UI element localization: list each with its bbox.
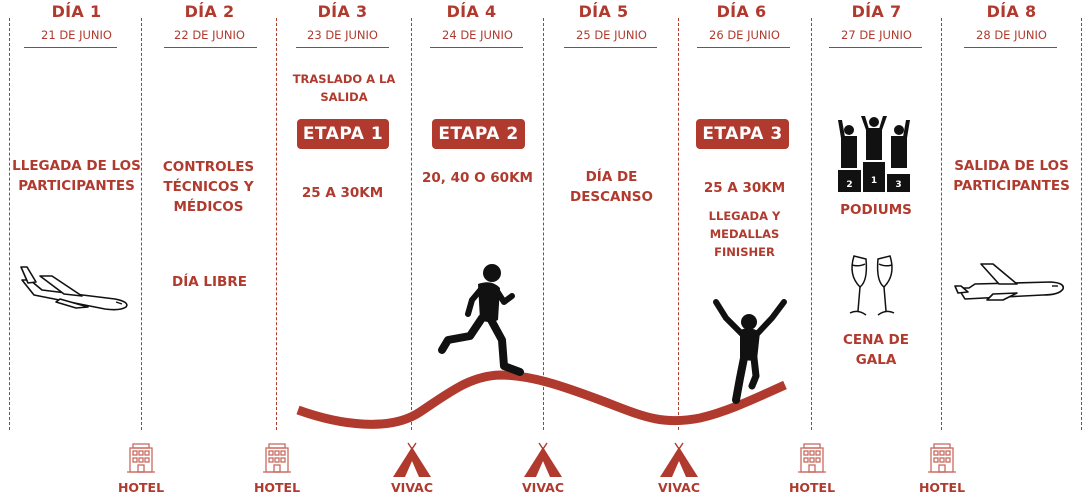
date-underline	[164, 47, 257, 48]
stage-1-badge: ETAPA 1	[297, 119, 389, 149]
podium-number: 1	[871, 176, 877, 186]
day-date: 22 DE JUNIO	[174, 28, 245, 42]
date-underline	[24, 47, 117, 48]
day-title: DÍA 4	[446, 2, 497, 21]
day3-transfer-text: TRASLADO A LA SALIDA	[292, 72, 396, 104]
footer-label: HOTEL	[918, 480, 966, 495]
podium-number: 2	[846, 180, 852, 190]
footer-label: VIVAC	[391, 480, 433, 495]
podium-number: 3	[895, 180, 901, 190]
day-separator	[1081, 18, 1082, 430]
hotel-icon	[263, 443, 291, 473]
date-underline	[564, 47, 657, 48]
day8-departure-text: SALIDA DE LOS PARTICIPANTES	[953, 158, 1070, 194]
day-separator	[411, 18, 412, 430]
stage-2-badge: ETAPA 2	[432, 119, 525, 149]
hotel-icon	[798, 443, 826, 473]
date-underline	[430, 47, 523, 48]
day-title: DÍA 6	[716, 2, 767, 21]
day-title: DÍA 8	[986, 2, 1037, 21]
day-title: DÍA 7	[851, 2, 902, 21]
podium-icon: 2 1 3	[838, 116, 910, 192]
day3-distance: 25 A 30KM	[301, 185, 384, 201]
tent-icon	[393, 442, 431, 477]
day-separator	[141, 18, 142, 430]
date-underline	[964, 47, 1057, 48]
day-date: 28 DE JUNIO	[976, 28, 1047, 42]
tent-icon	[660, 442, 698, 477]
day-title: DÍA 1	[51, 2, 102, 21]
date-underline	[697, 47, 790, 48]
day-separator	[9, 18, 10, 430]
airplane-icon	[954, 263, 1065, 301]
footer-label: VIVAC	[522, 480, 564, 495]
footer-label: HOTEL	[253, 480, 301, 495]
day-date: 21 DE JUNIO	[41, 28, 112, 42]
day6-distance: 25 A 30KM	[703, 180, 786, 196]
day-date: 25 DE JUNIO	[576, 28, 647, 42]
tent-icon	[524, 442, 562, 477]
day-separator	[941, 18, 942, 430]
day7-gala-dinner-text: CENA DE GALA	[842, 332, 909, 368]
day1-arrival-text: LLEGADA DE LOS PARTICIPANTES	[12, 158, 141, 194]
day5-rest-text: DÍA DE DESCANSO	[569, 169, 653, 205]
day-date: 27 DE JUNIO	[841, 28, 912, 42]
day-date: 26 DE JUNIO	[709, 28, 780, 42]
day-title: DÍA 3	[317, 2, 368, 21]
stage-3-badge: ETAPA 3	[696, 119, 789, 149]
day7-podiums-text: PODIUMS	[840, 202, 912, 218]
date-underline	[829, 47, 922, 48]
date-underline	[296, 47, 389, 48]
champagne-glasses-icon	[849, 255, 895, 316]
footer-label: VIVAC	[658, 480, 700, 495]
day2-checks-text: CONTROLES TÉCNICOS Y MÉDICOS	[162, 159, 255, 215]
hotel-icon	[928, 443, 956, 473]
runner-icon	[438, 264, 524, 376]
hotel-icon	[127, 443, 155, 473]
day-separator	[276, 18, 277, 430]
airplane-icon	[20, 266, 128, 311]
day-title: DÍA 5	[578, 2, 629, 21]
day-title: DÍA 2	[184, 2, 235, 21]
day-separator	[678, 18, 679, 430]
finisher-icon	[713, 299, 787, 404]
day-date: 24 DE JUNIO	[442, 28, 513, 42]
footer-label: HOTEL	[788, 480, 836, 495]
day4-distance: 20, 40 O 60KM	[422, 170, 533, 186]
day-separator	[543, 18, 544, 430]
footer-label: HOTEL	[117, 480, 165, 495]
day-separator	[811, 18, 812, 430]
day2-free-day-text: DÍA LIBRE	[172, 274, 247, 290]
day-date: 23 DE JUNIO	[307, 28, 378, 42]
day6-finisher-text: LLEGADA Y MEDALLAS FINISHER	[708, 209, 781, 259]
